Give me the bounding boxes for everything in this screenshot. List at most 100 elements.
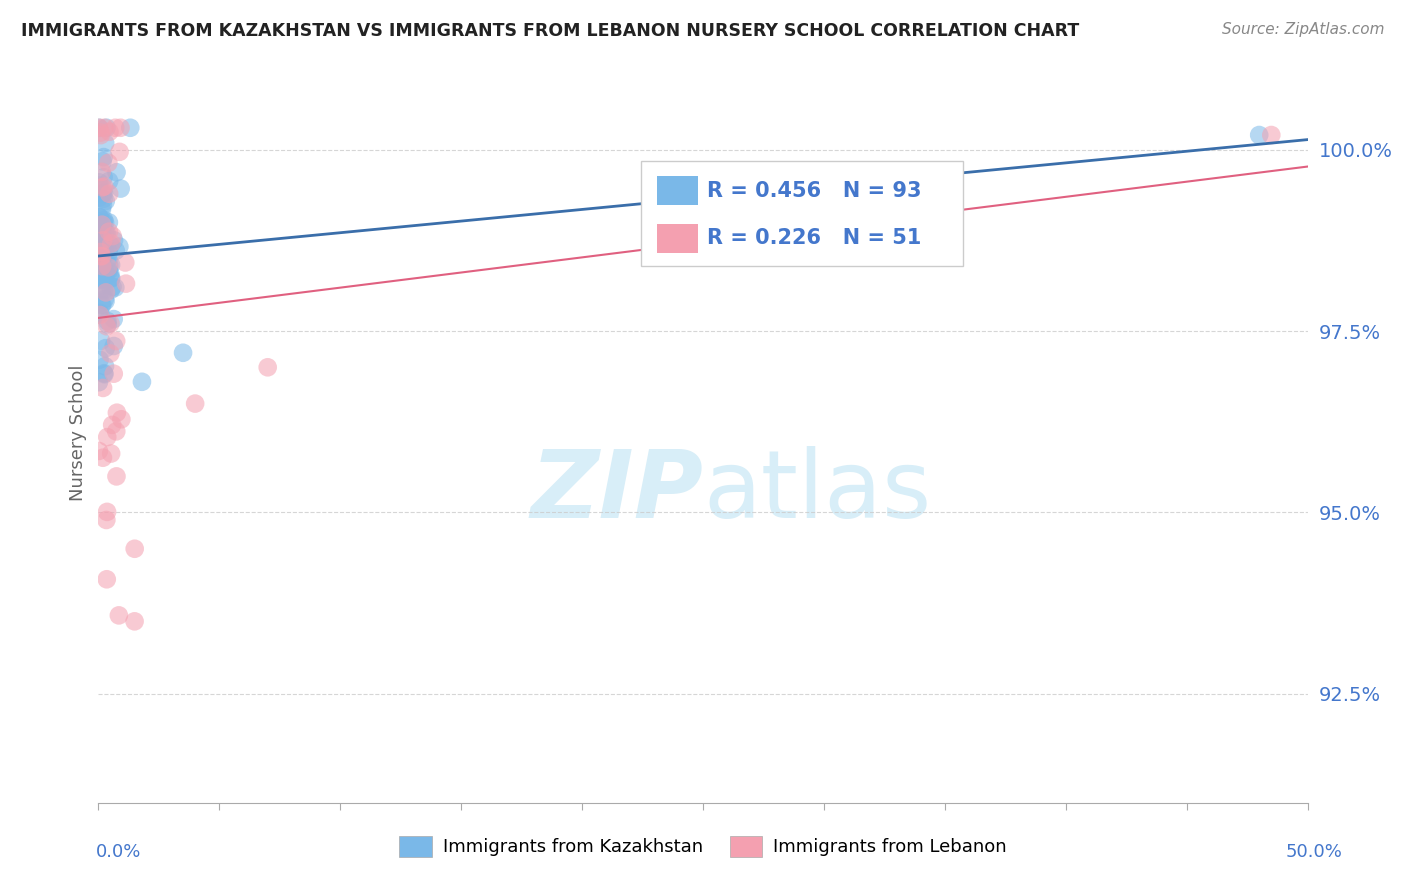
Point	[97, 264, 120, 278]
Point	[101, 280, 124, 294]
Point	[87, 120, 110, 135]
Point	[87, 191, 110, 205]
Point	[90, 128, 112, 142]
Point	[94, 292, 117, 306]
Point	[87, 176, 110, 190]
Point	[94, 293, 117, 308]
Point	[93, 186, 115, 200]
Point	[90, 233, 112, 247]
Point	[104, 280, 127, 294]
Point	[103, 312, 125, 326]
Point	[94, 267, 117, 281]
Point	[98, 346, 121, 360]
Point	[91, 187, 114, 202]
Point	[91, 259, 114, 273]
Point	[91, 249, 114, 263]
Point	[90, 237, 112, 252]
Point	[90, 249, 112, 263]
Point	[101, 229, 124, 244]
Point	[89, 272, 111, 286]
Y-axis label: Nursery School: Nursery School	[69, 364, 87, 501]
Point	[89, 306, 111, 320]
Point	[131, 375, 153, 389]
Point	[94, 226, 117, 240]
Point	[87, 375, 110, 389]
Point	[89, 126, 111, 140]
Point	[93, 368, 115, 382]
Point	[96, 120, 118, 135]
Point	[97, 260, 120, 275]
Point	[96, 505, 118, 519]
Point	[97, 215, 120, 229]
Point	[105, 469, 128, 483]
Point	[96, 572, 118, 586]
Point	[89, 211, 111, 225]
Point	[89, 260, 111, 274]
Point	[91, 381, 114, 395]
Point	[1260, 128, 1282, 142]
Point	[172, 345, 194, 359]
Text: IMMIGRANTS FROM KAZAKHSTAN VS IMMIGRANTS FROM LEBANON NURSERY SCHOOL CORRELATION: IMMIGRANTS FROM KAZAKHSTAN VS IMMIGRANTS…	[21, 22, 1080, 40]
Point	[93, 179, 115, 194]
Point	[100, 317, 122, 331]
Point	[91, 186, 114, 201]
Point	[105, 165, 128, 179]
Point	[94, 194, 117, 208]
Point	[98, 225, 121, 239]
Point	[87, 308, 110, 322]
Point	[105, 334, 128, 348]
Point	[90, 165, 112, 179]
Point	[91, 450, 114, 465]
Point	[98, 125, 121, 139]
Point	[94, 136, 117, 150]
Point	[108, 239, 131, 253]
Point	[91, 225, 114, 239]
Text: 50.0%: 50.0%	[1286, 843, 1343, 861]
Point	[97, 245, 120, 260]
Point	[91, 198, 114, 212]
Point	[1249, 128, 1271, 142]
Point	[90, 272, 112, 286]
Point	[124, 541, 146, 556]
Point	[93, 213, 115, 227]
Point	[98, 267, 121, 281]
Point	[96, 314, 118, 328]
Point	[115, 277, 138, 291]
Point	[87, 178, 110, 193]
Point	[89, 235, 111, 249]
Point	[91, 233, 114, 247]
Text: Source: ZipAtlas.com: Source: ZipAtlas.com	[1222, 22, 1385, 37]
Point	[89, 251, 111, 265]
Point	[105, 425, 128, 439]
Point	[93, 215, 115, 229]
Point	[91, 252, 114, 267]
Point	[91, 180, 114, 194]
FancyBboxPatch shape	[657, 224, 697, 252]
Point	[94, 341, 117, 355]
Point	[100, 258, 122, 272]
Point	[120, 120, 142, 135]
Point	[91, 218, 114, 232]
Point	[89, 228, 111, 243]
Point	[90, 298, 112, 312]
Point	[90, 219, 112, 233]
Point	[90, 244, 112, 258]
Point	[94, 285, 117, 300]
Point	[110, 120, 132, 135]
Point	[114, 255, 136, 269]
Text: R = 0.456   N = 93: R = 0.456 N = 93	[707, 181, 922, 201]
Text: R = 0.226   N = 51: R = 0.226 N = 51	[707, 228, 922, 248]
Point	[90, 245, 112, 260]
FancyBboxPatch shape	[641, 161, 963, 266]
Point	[94, 216, 117, 230]
Point	[94, 265, 117, 279]
Point	[87, 256, 110, 270]
Point	[93, 150, 115, 164]
Point	[96, 319, 118, 334]
Point	[100, 271, 122, 285]
Point	[89, 352, 111, 367]
Point	[89, 308, 111, 322]
Point	[97, 318, 120, 332]
Point	[101, 417, 124, 432]
Point	[110, 181, 132, 195]
